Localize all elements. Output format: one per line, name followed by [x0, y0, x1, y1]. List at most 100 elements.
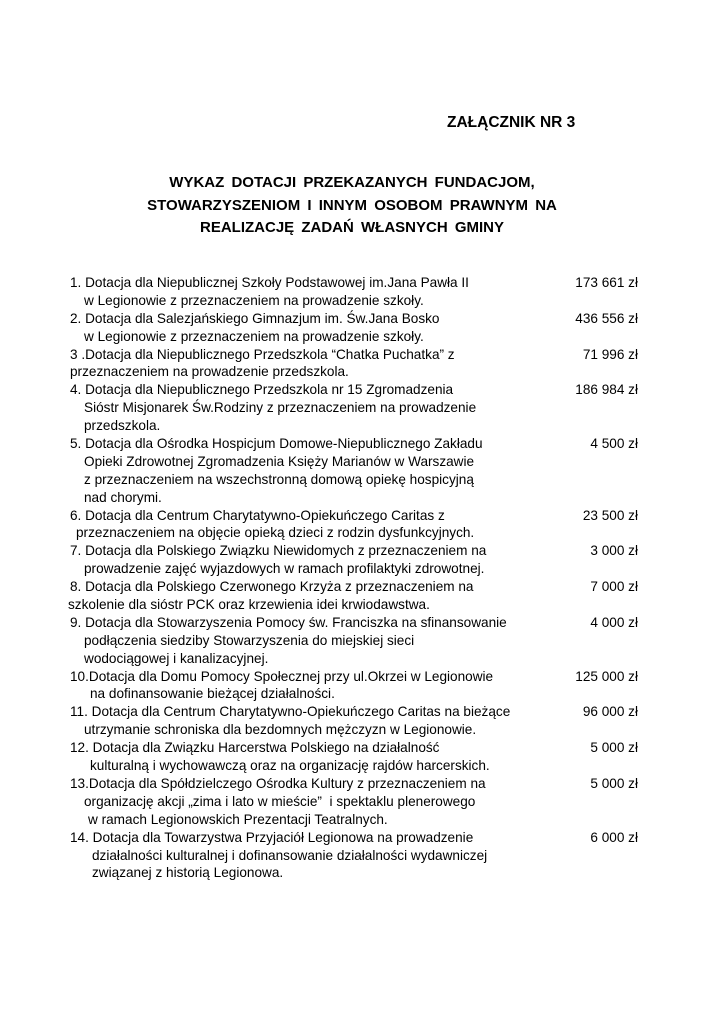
- document-heading: WYKAZ DOTACJI PRZEKAZANYCH FUNDACJOM, ST…: [0, 172, 704, 240]
- grant-amount: 436 556 zł: [575, 310, 638, 326]
- grant-line: na dofinansowanie bieżącej działalności.: [0, 685, 724, 703]
- grant-amount: 23 500 zł: [582, 507, 638, 523]
- grant-amount: 3 000 zł: [590, 543, 638, 559]
- grant-line: organizację akcji „zima i lato w mieście…: [0, 793, 724, 811]
- grant-description-continued: przedszkola.: [84, 418, 161, 434]
- grant-amount: 5 000 zł: [590, 775, 638, 791]
- grant-description: 5. Dotacja dla Ośrodka Hospicjum Domowe-…: [70, 436, 483, 452]
- grant-description-continued: w ramach Legionowskich Prezentacji Teatr…: [88, 811, 388, 827]
- grant-description-continued: podłączenia siedziby Stowarzyszenia do m…: [84, 632, 415, 648]
- grant-description: 3 .Dotacja dla Niepublicznego Przedszkol…: [70, 346, 455, 362]
- grant-item: 3 .Dotacja dla Niepublicznego Przedszkol…: [0, 346, 724, 382]
- grant-description-continued: przeznaczeniem na prowadzenie przedszkol…: [70, 364, 349, 380]
- grant-item: 8. Dotacja dla Polskiego Czerwonego Krzy…: [0, 578, 724, 614]
- grant-item: 12. Dotacja dla Związku Harcerstwa Polsk…: [0, 739, 724, 775]
- grant-line: podłączenia siedziby Stowarzyszenia do m…: [0, 632, 724, 650]
- grant-item: 10.Dotacja dla Domu Pomocy Społecznej pr…: [0, 668, 724, 704]
- grant-description-continued: prowadzenie zajęć wyjazdowych w ramach p…: [84, 561, 485, 577]
- grant-description-continued: na dofinansowanie bieżącej działalności.: [90, 686, 335, 702]
- grant-description-continued: z przeznaczeniem na wszechstronną domową…: [84, 471, 474, 487]
- grant-item: 13.Dotacja dla Spółdzielczego Ośrodka Ku…: [0, 775, 724, 829]
- grant-description-continued: wodociągowej i kanalizacyjnej.: [84, 650, 269, 666]
- grant-description: 9. Dotacja dla Stowarzyszenia Pomocy św.…: [70, 614, 507, 630]
- grant-amount: 6 000 zł: [590, 829, 638, 845]
- grant-line: nad chorymi.: [0, 489, 724, 507]
- heading-line: STOWARZYSZENIOM I INNYM OSOBOM PRAWNYM N…: [147, 196, 557, 214]
- grant-line: 14. Dotacja dla Towarzystwa Przyjaciół L…: [0, 829, 724, 847]
- grant-description: 13.Dotacja dla Spółdzielczego Ośrodka Ku…: [70, 775, 486, 791]
- grant-line: 12. Dotacja dla Związku Harcerstwa Polsk…: [0, 739, 724, 757]
- grant-list: 1. Dotacja dla Niepublicznej Szkoły Pods…: [0, 274, 724, 882]
- grant-amount: 71 996 zł: [582, 346, 638, 362]
- grant-line: Opieki Zdrowotnej Zgromadzenia Księży Ma…: [0, 453, 724, 471]
- grant-item: 7. Dotacja dla Polskiego Związku Niewido…: [0, 542, 724, 578]
- grant-item: 6. Dotacja dla Centrum Charytatywno-Opie…: [0, 507, 724, 543]
- grant-amount: 4 500 zł: [590, 436, 638, 452]
- grant-line: z przeznaczeniem na wszechstronną domową…: [0, 471, 724, 489]
- grant-amount: 186 984 zł: [575, 382, 638, 398]
- grant-description-continued: szkolenie dla sióstr PCK oraz krzewienia…: [68, 597, 430, 613]
- grant-item: 11. Dotacja dla Centrum Charytatywno-Opi…: [0, 703, 724, 739]
- grant-line: utrzymanie schroniska dla bezdomnych męż…: [0, 721, 724, 739]
- grant-description-continued: związanej z historią Legionowa.: [92, 865, 284, 881]
- grant-item: 1. Dotacja dla Niepublicznej Szkoły Pods…: [0, 274, 724, 310]
- grant-description: 8. Dotacja dla Polskiego Czerwonego Krzy…: [70, 579, 474, 595]
- grant-description-continued: w Legionowie z przeznaczeniem na prowadz…: [84, 328, 424, 344]
- grant-line: przeznaczeniem na objęcie opieką dzieci …: [0, 524, 724, 542]
- grant-description: 6. Dotacja dla Centrum Charytatywno-Opie…: [70, 507, 445, 523]
- grant-line: 11. Dotacja dla Centrum Charytatywno-Opi…: [0, 703, 724, 721]
- heading-line: REALIZACJĘ ZADAŃ WŁASNYCH GMINY: [200, 219, 504, 236]
- grant-amount: 4 000 zł: [590, 614, 638, 630]
- grant-description: 2. Dotacja dla Salezjańskiego Gimnazjum …: [70, 310, 440, 326]
- grant-item: 5. Dotacja dla Ośrodka Hospicjum Domowe-…: [0, 435, 724, 507]
- grant-line: Sióstr Misjonarek Św.Rodziny z przeznacz…: [0, 399, 724, 417]
- grant-amount: 173 661 zł: [575, 275, 638, 290]
- grant-description-continued: przeznaczeniem na objęcie opieką dzieci …: [76, 525, 475, 541]
- grant-description-continued: organizację akcji „zima i lato w mieście…: [84, 793, 476, 809]
- grant-amount: 96 000 zł: [582, 704, 638, 720]
- grant-amount: 5 000 zł: [590, 740, 638, 756]
- annex-title: ZAŁĄCZNIK NR 3: [447, 114, 576, 131]
- grant-line: 13.Dotacja dla Spółdzielczego Ośrodka Ku…: [0, 775, 724, 793]
- grant-description-continued: kulturalną i wychowawczą oraz na organiz…: [90, 758, 490, 774]
- grant-description-continued: działalności kulturalnej i dofinansowani…: [92, 847, 488, 863]
- grant-description: 7. Dotacja dla Polskiego Związku Niewido…: [70, 543, 487, 559]
- grant-description-continued: w Legionowie z przeznaczeniem na prowadz…: [84, 292, 424, 308]
- grant-line: wodociągowej i kanalizacyjnej.: [0, 650, 724, 668]
- grant-line: 4. Dotacja dla Niepublicznego Przedszkol…: [0, 381, 724, 399]
- grant-item: 9. Dotacja dla Stowarzyszenia Pomocy św.…: [0, 614, 724, 668]
- grant-line: prowadzenie zajęć wyjazdowych w ramach p…: [0, 560, 724, 578]
- grant-item: 14. Dotacja dla Towarzystwa Przyjaciół L…: [0, 829, 724, 883]
- grant-line: 3 .Dotacja dla Niepublicznego Przedszkol…: [0, 346, 724, 364]
- grant-item: 2. Dotacja dla Salezjańskiego Gimnazjum …: [0, 310, 724, 346]
- grant-line: szkolenie dla sióstr PCK oraz krzewienia…: [0, 596, 724, 614]
- grant-line: 1. Dotacja dla Niepublicznej Szkoły Pods…: [0, 274, 724, 292]
- grant-line: kulturalną i wychowawczą oraz na organiz…: [0, 757, 724, 775]
- grant-description-continued: utrzymanie schroniska dla bezdomnych męż…: [84, 722, 477, 738]
- grant-line: w Legionowie z przeznaczeniem na prowadz…: [0, 292, 724, 310]
- grant-amount: 125 000 zł: [575, 668, 638, 684]
- grant-line: 9. Dotacja dla Stowarzyszenia Pomocy św.…: [0, 614, 724, 632]
- grant-line: przeznaczeniem na prowadzenie przedszkol…: [0, 363, 724, 381]
- grant-description-continued: Opieki Zdrowotnej Zgromadzenia Księży Ma…: [84, 453, 475, 469]
- grant-line: 10.Dotacja dla Domu Pomocy Społecznej pr…: [0, 668, 724, 686]
- grant-line: w ramach Legionowskich Prezentacji Teatr…: [0, 811, 724, 829]
- grant-description: 4. Dotacja dla Niepublicznego Przedszkol…: [70, 382, 454, 398]
- grant-description: 11. Dotacja dla Centrum Charytatywno-Opi…: [70, 704, 511, 720]
- grant-description: 12. Dotacja dla Związku Harcerstwa Polsk…: [70, 740, 440, 756]
- grant-description-continued: Sióstr Misjonarek Św.Rodziny z przeznacz…: [84, 400, 477, 416]
- grant-description: 10.Dotacja dla Domu Pomocy Społecznej pr…: [70, 668, 494, 684]
- grant-line: 6. Dotacja dla Centrum Charytatywno-Opie…: [0, 507, 724, 525]
- grant-line: 7. Dotacja dla Polskiego Związku Niewido…: [0, 542, 724, 560]
- grant-description: 14. Dotacja dla Towarzystwa Przyjaciół L…: [70, 829, 474, 845]
- grant-line: w Legionowie z przeznaczeniem na prowadz…: [0, 328, 724, 346]
- grant-line: 2. Dotacja dla Salezjańskiego Gimnazjum …: [0, 310, 724, 328]
- grant-item: 4. Dotacja dla Niepublicznego Przedszkol…: [0, 381, 724, 435]
- grant-line: związanej z historią Legionowa.: [0, 864, 724, 882]
- grant-line: 5. Dotacja dla Ośrodka Hospicjum Domowe-…: [0, 435, 724, 453]
- grant-line: działalności kulturalnej i dofinansowani…: [0, 847, 724, 865]
- grant-line: przedszkola.: [0, 417, 724, 435]
- grant-amount: 7 000 zł: [590, 579, 638, 595]
- grant-description: 1. Dotacja dla Niepublicznej Szkoły Pods…: [70, 275, 469, 290]
- grant-line: 8. Dotacja dla Polskiego Czerwonego Krzy…: [0, 578, 724, 596]
